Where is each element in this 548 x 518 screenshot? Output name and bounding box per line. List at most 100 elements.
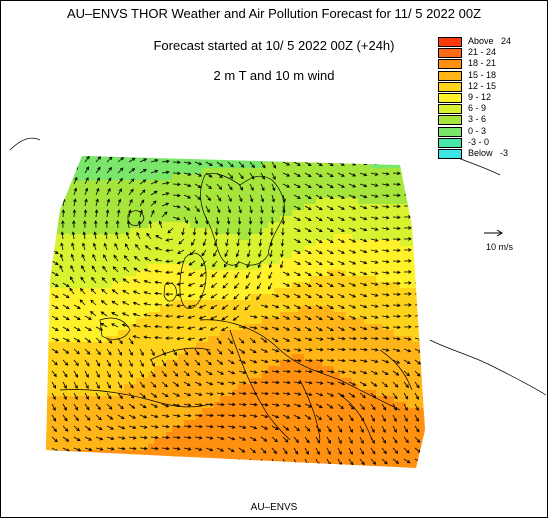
field-cell (388, 246, 395, 253)
field-cell (82, 474, 89, 481)
field-cell (196, 468, 203, 475)
legend-swatch (438, 37, 462, 47)
wind-arrow (81, 265, 86, 273)
wind-arrow (260, 304, 269, 308)
field-cell (364, 342, 371, 349)
wind-arrow (337, 315, 345, 320)
field-cell (232, 300, 239, 307)
field-cell (382, 378, 389, 385)
wind-arrow (282, 392, 291, 396)
field-cell (328, 378, 335, 385)
field-cell (190, 156, 197, 163)
field-cell (118, 222, 125, 229)
field-cell (154, 210, 161, 217)
field-cell (250, 318, 257, 325)
field-cell (322, 336, 329, 343)
field-cell (346, 378, 353, 385)
wind-arrow (348, 458, 354, 466)
field-cell (400, 156, 407, 157)
field-cell (310, 372, 317, 379)
wind-arrow (51, 425, 57, 433)
field-cell (76, 354, 83, 361)
wind-arrow (403, 359, 411, 365)
field-cell (256, 372, 263, 379)
field-cell (208, 234, 215, 241)
field-cell (136, 336, 143, 343)
field-cell (118, 432, 125, 439)
field-cell (328, 372, 335, 379)
wind-arrow (293, 205, 301, 210)
field-cell (280, 348, 287, 355)
field-cell (106, 444, 113, 451)
field-cell (280, 276, 287, 283)
field-cell (382, 336, 389, 343)
field-cell (244, 342, 251, 349)
field-cell (112, 438, 119, 445)
wind-arrow (238, 458, 245, 465)
field-cell (298, 468, 305, 475)
field-cell (376, 318, 383, 325)
wind-arrow (249, 348, 257, 354)
field-cell (346, 474, 353, 481)
wind-arrow (194, 381, 203, 386)
field-cell (46, 414, 47, 421)
field-cell (250, 336, 257, 343)
wind-arrow (414, 425, 420, 433)
field-cell (286, 378, 293, 385)
field-cell (376, 384, 383, 391)
field-cell (298, 462, 305, 468)
field-cell (148, 438, 155, 445)
field-cell (316, 204, 323, 211)
field-cell (406, 216, 413, 223)
field-cell (130, 198, 137, 205)
field-cell (160, 402, 167, 409)
field-cell (388, 450, 395, 457)
wind-arrow (71, 231, 76, 240)
field-cell (46, 288, 47, 295)
legend-label: Above 24 (468, 36, 512, 46)
field-cell (106, 258, 113, 265)
wind-arrow (62, 165, 67, 174)
field-cell (64, 474, 71, 481)
field-cell (172, 354, 179, 361)
field-cell (196, 366, 203, 373)
field-cell (214, 456, 221, 463)
wind-arrow (281, 227, 285, 236)
field-cell (244, 462, 251, 468)
field-cell (364, 312, 371, 319)
field-cell (334, 216, 341, 223)
field-cell (118, 450, 125, 457)
wind-arrow (183, 172, 192, 176)
field-cell (388, 198, 395, 205)
field-cell (316, 312, 323, 319)
wind-arrow (84, 156, 90, 163)
wind-arrow (282, 161, 291, 166)
field-cell (172, 270, 179, 277)
field-cell (190, 174, 197, 181)
field-cell (388, 414, 395, 421)
wind-arrow (260, 172, 265, 180)
wind-arrow (414, 181, 423, 186)
field-cell (364, 354, 371, 361)
field-cell (382, 474, 389, 481)
field-cell (178, 162, 185, 169)
field-cell (382, 216, 389, 223)
field-cell (364, 420, 371, 427)
field-cell (412, 450, 419, 457)
field-cell (400, 234, 407, 241)
wind-arrow (293, 403, 302, 408)
field-cell (214, 324, 221, 331)
wind-arrow (359, 172, 368, 177)
wind-arrow (348, 183, 357, 188)
field-cell (358, 420, 365, 427)
wind-arrow (62, 370, 68, 378)
wind-arrow (315, 447, 320, 455)
field-cell (244, 192, 251, 199)
field-cell (274, 270, 281, 277)
field-cell (268, 264, 275, 271)
wind-arrow (106, 457, 115, 462)
field-cell (292, 426, 299, 433)
field-cell (286, 432, 293, 439)
wind-arrow (165, 292, 174, 296)
field-cell (136, 156, 143, 157)
